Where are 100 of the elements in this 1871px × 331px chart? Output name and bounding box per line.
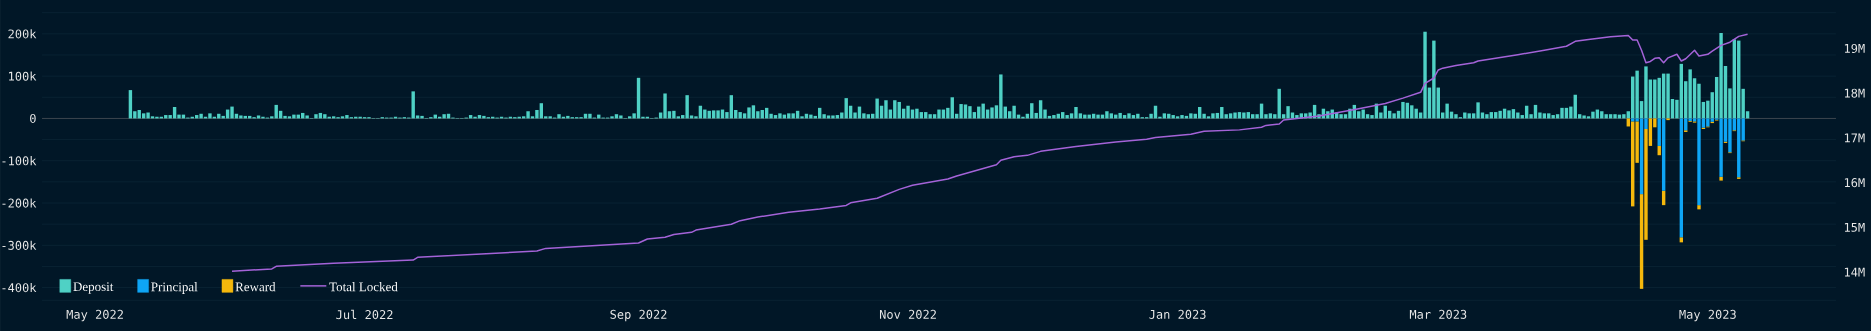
bar xyxy=(716,110,720,119)
y2-tick-label: 14M xyxy=(1844,267,1865,277)
bar xyxy=(1719,176,1723,181)
bar xyxy=(557,114,561,119)
bar xyxy=(1635,70,1639,119)
bar xyxy=(1180,115,1184,119)
bar xyxy=(1392,113,1396,119)
y2-tick-label: 15M xyxy=(1844,222,1865,232)
bar xyxy=(1445,103,1449,119)
bar xyxy=(1074,107,1078,119)
bar xyxy=(548,116,552,119)
bar xyxy=(305,115,309,119)
bar xyxy=(928,114,932,119)
bar xyxy=(230,106,234,119)
bar xyxy=(1476,102,1480,119)
bar xyxy=(999,74,1003,119)
bar xyxy=(1096,114,1100,119)
bar xyxy=(1516,112,1520,119)
bar xyxy=(1211,113,1215,119)
bar xyxy=(526,111,530,119)
legend-label: Principal xyxy=(151,282,198,294)
bar xyxy=(1454,114,1458,119)
bar xyxy=(1118,112,1122,119)
bar xyxy=(199,113,203,119)
bar xyxy=(1498,110,1502,119)
legend-label: Deposit xyxy=(73,282,114,294)
bar xyxy=(703,109,707,119)
bar xyxy=(1432,40,1436,119)
bar xyxy=(738,112,742,119)
bar xyxy=(826,115,831,119)
bar xyxy=(239,115,243,119)
bar xyxy=(1666,73,1670,119)
bar xyxy=(990,107,994,119)
bar xyxy=(442,114,446,119)
bar xyxy=(1401,101,1405,119)
bar xyxy=(323,114,327,119)
bar xyxy=(1105,111,1109,119)
bar xyxy=(1631,118,1635,122)
y-tick-label: -400k xyxy=(2,282,37,293)
bar xyxy=(1688,69,1692,119)
y-tick-label: 100k xyxy=(9,71,37,81)
y-tick-label: -100k xyxy=(2,156,37,166)
y2-tick-label: 17M xyxy=(1844,133,1865,143)
bar xyxy=(915,108,919,119)
legend-label: Reward xyxy=(235,282,276,292)
bar xyxy=(619,115,623,119)
x-tick-label: Jan 2023 xyxy=(1149,309,1206,319)
bar xyxy=(685,95,689,119)
bar xyxy=(831,115,835,119)
bar xyxy=(292,114,296,119)
x-tick-label: Nov 2022 xyxy=(879,309,936,319)
bar xyxy=(1423,31,1427,119)
bar xyxy=(1286,106,1290,119)
bar xyxy=(981,103,985,119)
bar xyxy=(809,114,813,119)
y-tick-label: -200k xyxy=(2,198,37,208)
bar xyxy=(1136,113,1140,119)
bar xyxy=(314,114,318,119)
y2-tick-label: 18M xyxy=(1844,88,1865,98)
line-series xyxy=(231,33,1749,272)
y2-tick-label: 16M xyxy=(1844,178,1865,188)
bar xyxy=(1012,105,1016,119)
bar xyxy=(1189,113,1193,119)
y-tick-label: 200k xyxy=(8,29,37,39)
bar xyxy=(1706,118,1710,127)
legend-label: Total Locked xyxy=(329,282,398,292)
bar xyxy=(1414,108,1418,119)
bar xyxy=(791,113,795,119)
bar xyxy=(893,100,897,119)
bar xyxy=(1065,115,1069,119)
bar xyxy=(1719,33,1723,119)
x-tick-label: May 2022 xyxy=(66,309,123,322)
bar xyxy=(1339,114,1343,119)
bar xyxy=(1242,112,1246,119)
bar xyxy=(610,116,614,119)
bar xyxy=(1697,205,1701,210)
x-tick-label: Jul 2022 xyxy=(336,309,393,320)
bar xyxy=(1485,114,1489,119)
bar xyxy=(937,109,941,119)
bar xyxy=(663,93,667,119)
bar xyxy=(1591,111,1595,119)
bar xyxy=(1613,114,1617,119)
bar xyxy=(1463,112,1467,119)
bar xyxy=(1582,115,1586,119)
bar xyxy=(747,107,751,119)
bar xyxy=(1560,107,1564,119)
bar xyxy=(256,115,261,119)
bar xyxy=(778,113,782,119)
bar xyxy=(959,104,963,119)
bar xyxy=(1083,114,1087,119)
bar xyxy=(1361,109,1365,119)
bar xyxy=(345,115,349,119)
bar xyxy=(1171,115,1175,119)
bar xyxy=(875,98,879,119)
bar xyxy=(1551,115,1555,119)
y-tick-label: 0 xyxy=(30,113,36,123)
bar xyxy=(906,105,910,119)
y-tick-label: -300k xyxy=(2,240,37,250)
x-tick-label: Mar 2023 xyxy=(1409,309,1467,319)
bar xyxy=(672,110,676,119)
